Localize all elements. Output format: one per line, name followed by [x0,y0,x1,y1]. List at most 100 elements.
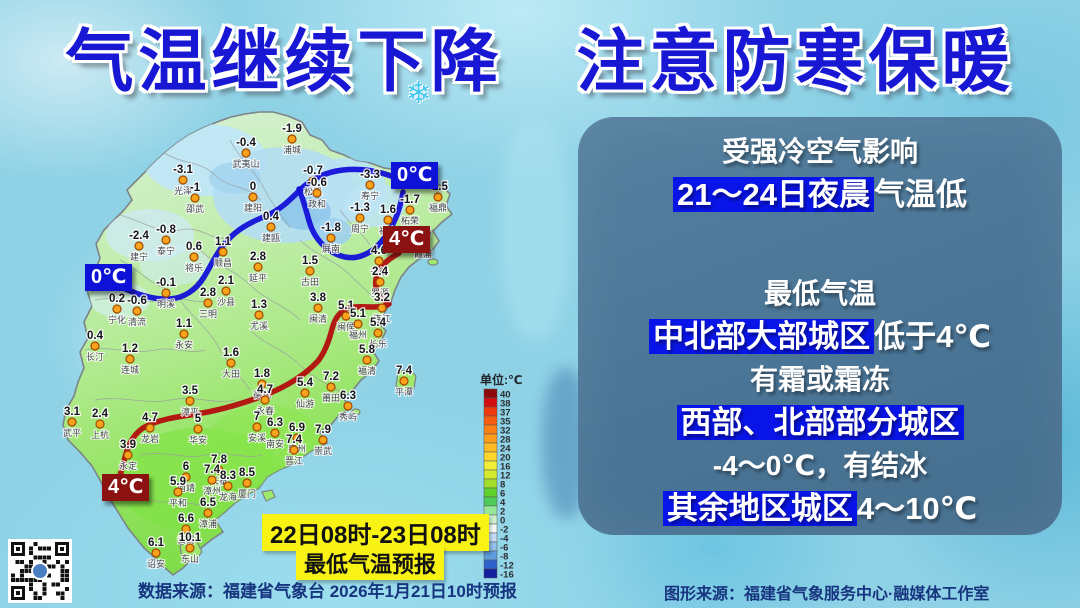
station-name: 闽清 [309,313,327,324]
svg-text:-16: -16 [500,570,514,581]
panel-line: -4～0℃，有结冰 [578,445,1062,487]
station-value: -0.1 [156,277,176,289]
svg-text:24: 24 [500,444,511,455]
station-value: 4.7 [142,412,158,424]
station-marker: 1.6 大田 [221,346,241,380]
station-value: 2.4 [92,408,109,420]
forecast-period-caption: 22日08时-23日08时 [262,514,489,551]
station-value: 7.4 [286,434,303,446]
svg-text:-2: -2 [500,525,508,536]
station-name: 诏安 [147,558,165,569]
station-name: 崇武 [314,445,332,456]
station-value: 6.1 [148,537,165,549]
station-marker: 0.2 宁化 [107,292,127,326]
station-marker: 6.5 漳浦 [198,496,218,530]
station-marker: -1.8 屏南 [320,221,343,255]
station-value: -0.8 [156,224,176,236]
station-value: 6.9 [289,422,305,434]
station-value: 10.1 [179,532,202,544]
station-value: 3.8 [310,292,327,304]
station-name: 云霄 [177,535,195,545]
station-name: 长乐 [369,338,387,349]
station-marker: 7.9 崇武 [313,423,333,457]
isotherm-label-4c-southwest: 4℃ [102,474,150,501]
station-marker: 5.1 福州 [348,307,368,341]
highlighted-text: 其余地区城区 [662,491,857,526]
station-value: 5.4 [297,377,314,389]
qr-code [8,539,72,603]
station-name: 龙岩 [141,433,159,444]
station-value: -0.6 [307,177,327,189]
station-value: -3.3 [360,169,380,181]
station-name: 泰宁 [157,245,175,256]
station-name: 将乐 [185,262,203,273]
svg-text:40: 40 [500,390,511,401]
station-name: 龙海 [219,491,237,502]
station-name: 沙县 [217,297,235,307]
station-marker: 4.7 永春 [255,383,275,417]
svg-text:12: 12 [500,471,511,482]
weather-info-panel: 受强冷空气影响 21～24日夜晨 气温低 最低气温 中北部大部城区 低于4℃ 有霜或霜冻 西部… [578,117,1062,535]
station-name: 漳平 [181,406,199,417]
station-value: 6 [183,461,189,473]
station-name: 宁德 [370,266,388,277]
highlighted-text: 21～24日夜晨 [673,177,874,212]
station-name: 厦门 [238,488,256,499]
station-value: 7.4 [396,365,413,377]
plain-text: 4～10℃ [856,491,978,526]
station-value: 1.2 [122,343,138,355]
station-marker: 6.1 诏安 [146,536,166,570]
station-value: 6.3 [340,390,356,402]
station-marker: 6.3 南安 [265,416,285,450]
station-marker: -1 邵武 [185,181,205,215]
station-marker: 5.9 平和 [168,475,188,509]
station-marker: 5.8 福清 [357,343,377,377]
svg-text:-6: -6 [500,543,508,554]
svg-text:32: 32 [500,426,511,437]
station-name: 漳浦 [199,518,217,529]
isotherm-0c [116,166,394,302]
station-marker: 3.8 闽清 [308,291,328,325]
station-marker: 4.7 龙岩 [140,411,160,445]
station-value: -1.7 [400,194,420,206]
graphic-source-text: 图形来源：福建省气象服务中心·融媒体工作室 [664,586,990,603]
station-name: 南安 [266,438,284,449]
station-marker: -0.1 明溪 [155,276,178,310]
station-name: 明溪 [157,298,175,309]
station-marker: -0.8 泰宁 [155,223,178,257]
panel-line: 中北部大部城区 低于4℃ [578,315,1062,359]
station-value: 1.8 [254,368,271,380]
station-marker: 6.6 云霄 [176,512,196,546]
station-marker: 5.4 仙游 [295,376,315,410]
station-value: 1.1 [176,318,193,330]
station-name: 永安 [175,339,193,350]
panel-line: 有霜或霜冻 [578,359,1062,401]
station-value: 3.5 [182,385,199,397]
station-value: 3.9 [120,439,136,451]
station-value: 2.8 [200,287,217,299]
station-marker: 1.8德化 [252,367,272,401]
panel-line: 受强冷空气影响 [578,131,1062,173]
plain-text: 最低气温 [763,278,876,309]
station-name: 福州 [349,329,367,340]
station-marker: -1.9 浦城 [281,122,303,156]
station-marker: 0.4 长汀 [85,329,105,363]
station-name: 连城 [121,364,139,375]
station-marker: 10.1 东山 [178,531,203,565]
station-value: 1.6 [223,347,239,359]
station-value: 5.1 [350,308,367,320]
station-name: 秀屿 [339,411,357,422]
station-marker: 3.5 漳平 [180,384,200,418]
svg-text:16: 16 [500,462,511,473]
station-value: 2.4 [372,266,389,278]
station-name: 上杭 [91,429,109,440]
station-marker: 5.1 闽侯 [336,299,356,333]
station-name: 福清 [358,365,376,376]
isotherm-label-0c-north: 0℃ [391,162,439,189]
plain-text: 受强冷空气影响 [721,136,918,167]
station-value: 3.1 [64,406,81,418]
svg-text:4: 4 [500,498,506,509]
station-value: 0.4 [87,330,104,342]
isotherm-label-4c-northeast: 4℃ [383,226,431,253]
station-name: 平潭 [395,387,413,397]
